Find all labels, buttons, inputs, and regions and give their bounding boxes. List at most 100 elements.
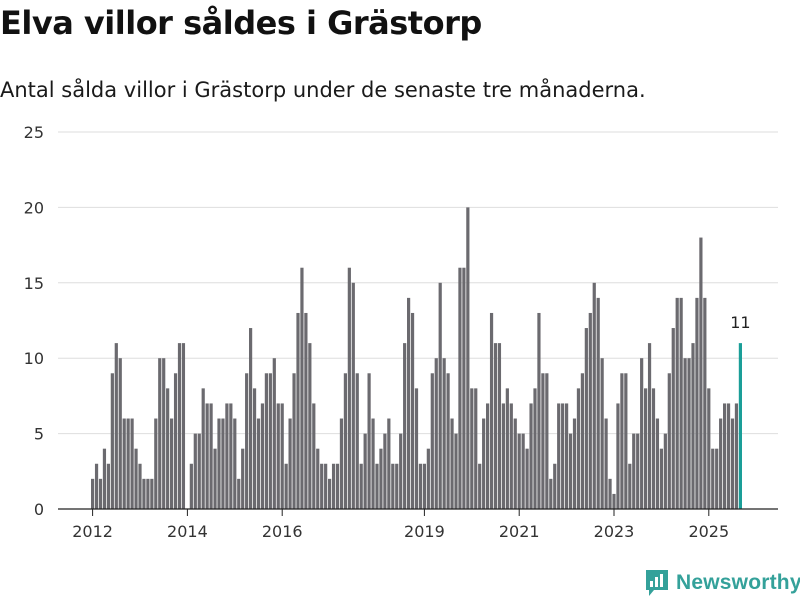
bar <box>572 418 577 509</box>
bar <box>632 433 636 509</box>
bar <box>513 418 517 509</box>
bar <box>561 403 565 509</box>
bar <box>458 267 462 509</box>
bar <box>568 433 573 509</box>
bar <box>600 358 604 509</box>
bar <box>233 418 237 509</box>
bar <box>225 403 229 509</box>
bar <box>576 388 581 509</box>
data-label-latest: 11 <box>730 313 750 332</box>
bar <box>620 373 624 509</box>
bar <box>126 418 130 509</box>
bar <box>118 358 122 509</box>
bar <box>102 448 107 509</box>
bar <box>691 343 695 509</box>
bar <box>659 448 663 509</box>
y-tick-label: 10 <box>24 349 44 368</box>
bar <box>478 463 482 509</box>
bar <box>454 433 458 509</box>
bar <box>324 463 328 509</box>
bar <box>695 297 699 509</box>
bar <box>466 207 470 509</box>
bar <box>505 388 509 509</box>
bar <box>663 433 667 509</box>
bar <box>616 403 620 509</box>
bar <box>264 373 268 509</box>
bar <box>177 343 182 509</box>
bar <box>410 312 415 509</box>
bar <box>98 478 103 509</box>
bar <box>418 463 423 509</box>
chart-subtitle: Antal sålda villor i Grästorp under de s… <box>0 78 646 102</box>
bar <box>268 373 272 509</box>
bar <box>541 373 545 509</box>
bar <box>462 267 466 509</box>
bar <box>675 297 679 509</box>
bar <box>276 403 280 509</box>
bar <box>497 343 502 509</box>
bar <box>442 358 446 509</box>
bar <box>320 463 324 509</box>
y-tick-label: 15 <box>24 274 44 293</box>
bar <box>395 463 399 509</box>
bar <box>715 448 719 509</box>
chart-title: Elva villor såldes i Grästorp <box>0 4 482 42</box>
bar <box>249 328 253 509</box>
bar <box>391 463 395 509</box>
bar <box>304 312 308 509</box>
bar <box>351 282 355 509</box>
bar <box>470 388 474 509</box>
bar <box>711 448 715 509</box>
bar <box>644 388 648 509</box>
bar <box>312 403 316 509</box>
bar <box>592 282 596 509</box>
bar <box>308 343 312 509</box>
bar <box>158 358 162 509</box>
bar <box>91 478 95 509</box>
bar <box>272 358 276 509</box>
bar <box>624 373 628 509</box>
bar <box>734 403 739 509</box>
bar <box>94 463 99 509</box>
bar <box>383 433 387 509</box>
bar <box>403 343 407 509</box>
bar <box>284 463 288 509</box>
bar <box>407 297 411 509</box>
bar <box>367 373 371 509</box>
bar <box>434 358 438 509</box>
bar <box>679 297 683 509</box>
bar <box>671 328 675 509</box>
bar <box>489 312 494 509</box>
bar <box>430 373 434 509</box>
brand-logo: Newsworthy <box>644 568 800 598</box>
bar <box>245 373 249 509</box>
bar <box>426 448 430 509</box>
bar <box>328 478 332 509</box>
bar <box>252 388 257 509</box>
y-tick-label: 5 <box>34 425 44 444</box>
bar <box>347 267 351 509</box>
bar <box>474 388 478 509</box>
bar <box>584 328 588 509</box>
bar <box>414 388 419 509</box>
bar <box>493 343 498 509</box>
bar <box>612 493 616 509</box>
bar <box>122 418 126 509</box>
bar <box>521 433 525 509</box>
bar <box>201 388 205 509</box>
bar <box>628 463 632 509</box>
x-tick-label: 2021 <box>499 522 540 541</box>
bar <box>707 388 711 509</box>
bar <box>588 312 592 509</box>
bar <box>331 463 336 509</box>
bar <box>114 343 118 509</box>
bar <box>343 373 347 509</box>
bar <box>501 403 505 509</box>
bar <box>553 463 557 509</box>
bar <box>189 463 193 509</box>
bar <box>723 403 727 509</box>
bar <box>565 403 569 509</box>
y-tick-label: 25 <box>24 123 44 142</box>
bar <box>150 478 154 509</box>
